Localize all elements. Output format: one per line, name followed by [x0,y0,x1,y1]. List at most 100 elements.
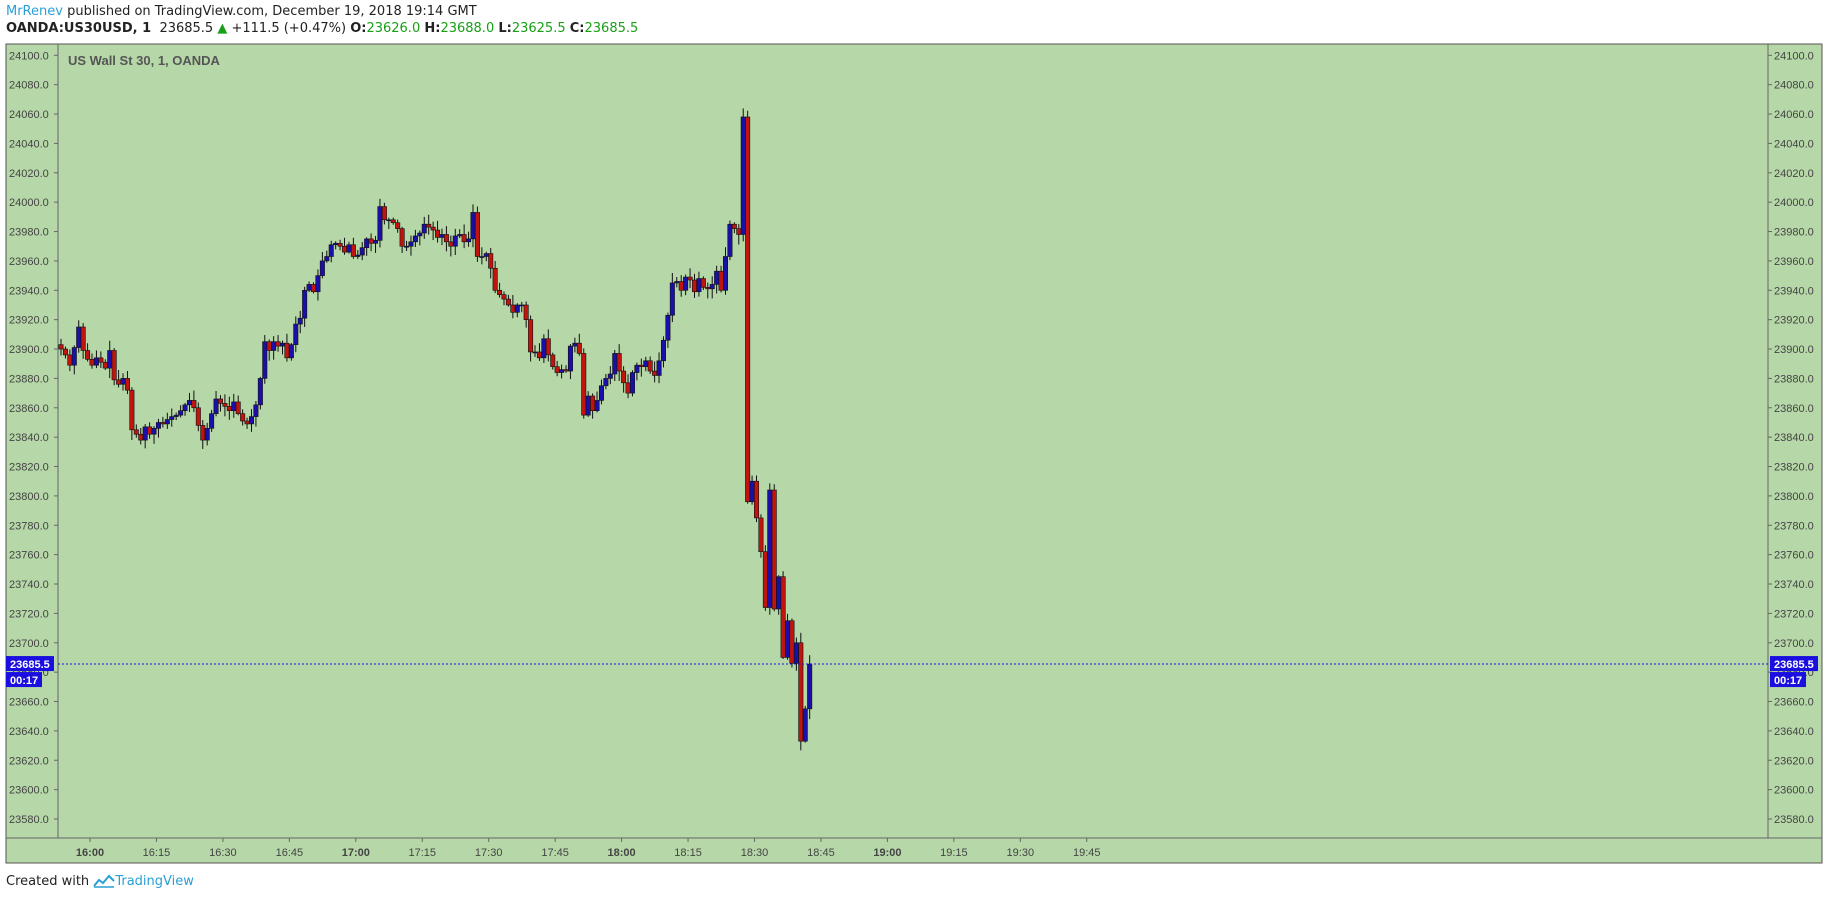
bullish-candle-body [714,270,720,285]
bearish-candle-body [235,401,241,414]
bearish-candle-body [275,341,281,347]
bearish-candle-body [691,279,697,293]
candle [479,247,485,265]
price-tick-label: 23640.0 [1774,726,1814,738]
left-price-tag-label: 23685.5 [10,659,50,671]
price-tick-label: 23760.0 [1774,550,1814,562]
bullish-candle-body [479,256,485,258]
price-tick-label: 23980.0 [9,227,49,239]
bullish-candle-body [603,378,609,387]
bullish-candle-body [727,223,733,257]
candle [373,235,379,253]
bearish-candle-body [474,212,480,257]
bearish-candle-body [501,294,507,300]
tradingview-link[interactable]: TradingView [115,874,194,889]
price-tick-label: 23840.0 [9,432,49,444]
bullish-candle-body [466,238,472,243]
bullish-candle-body [408,241,414,247]
price-tick-label: 24040.0 [1774,138,1814,150]
bearish-candle-body [780,576,786,658]
price-tick-label: 24000.0 [1774,197,1814,209]
author-link[interactable]: MrRenev [6,4,63,19]
candle [660,336,666,368]
bearish-candle-body [448,241,454,247]
candle [771,484,777,612]
bullish-candle-body [333,242,339,246]
time-tick-label: 19:00 [873,847,901,859]
bullish-candle-body [151,428,157,435]
bullish-candle-body [404,245,410,248]
bearish-candle-body [563,369,569,372]
bullish-candle-body [231,401,237,412]
price-tick-label: 23740.0 [1774,579,1814,591]
candle [634,362,640,381]
bullish-candle-body [93,357,99,366]
candle [452,228,458,256]
price-tick-label: 24080.0 [9,80,49,92]
bearish-candle-body [200,425,206,441]
price-tick-label: 23580.0 [1774,814,1814,826]
bearish-candle-body [536,351,542,359]
candle [497,282,503,298]
bearish-candle-body [147,426,153,435]
price-tick-label: 23600.0 [1774,785,1814,797]
price-change: +111.5 (+0.47%) [231,21,347,36]
candle [492,260,498,294]
candle [443,226,449,252]
candle [395,219,401,233]
candle [780,571,786,659]
bullish-candle-body [514,304,520,313]
price-tick-label: 23720.0 [9,608,49,620]
bullish-candle-body [767,489,773,608]
bullish-candle-body [457,234,463,237]
price-tick-label: 23880.0 [1774,373,1814,385]
candle [85,343,91,362]
bullish-candle-body [572,342,578,347]
price-tick-label: 23820.0 [9,462,49,474]
bearish-candle-body [129,389,135,431]
bullish-candle-body [665,314,671,341]
candle [807,655,813,720]
bullish-candle-body [257,378,263,406]
bullish-candle-body [182,404,188,412]
price-tick-label: 23620.0 [1774,755,1814,767]
bearish-candle-body [705,287,711,290]
time-tick-label: 17:15 [408,847,436,859]
candle [754,475,760,523]
bullish-candle-body [439,234,445,238]
candle [297,310,303,334]
bullish-candle-body [253,404,259,417]
candle [155,418,161,438]
price-tick-label: 24000.0 [9,197,49,209]
bullish-candle-body [417,232,423,237]
bullish-candle-body [660,339,666,362]
bearish-candle-body [337,242,343,247]
bearish-candle-body [395,222,401,229]
bullish-candle-body [656,360,662,376]
bearish-candle-body [284,342,290,359]
bullish-candle-body [293,323,299,345]
price-tick-label: 23980.0 [1774,227,1814,239]
price-tick-label: 23720.0 [1774,608,1814,620]
bearish-candle-body [217,398,223,404]
symbol-info: OANDA:US30USD, 1 23685.5 ▲ +111.5 (+0.47… [6,21,638,36]
price-tick-label: 24020.0 [9,168,49,180]
bearish-candle-body [550,354,556,367]
bearish-candle-body [58,344,64,350]
candle [466,231,472,247]
price-tick-label: 24100.0 [9,50,49,62]
bullish-candle-body [76,326,82,348]
time-tick-label: 18:45 [807,847,835,859]
price-tick-label: 23800.0 [1774,491,1814,503]
bullish-candle-body [288,344,294,359]
candle [514,303,520,318]
bearish-candle-body [85,350,91,360]
candle [288,342,294,361]
candle [58,338,64,356]
candle [665,312,671,348]
bullish-candle-body [452,235,458,247]
bearish-candle-body [652,370,658,376]
candle [337,239,343,251]
bearish-candle-body [590,395,596,412]
